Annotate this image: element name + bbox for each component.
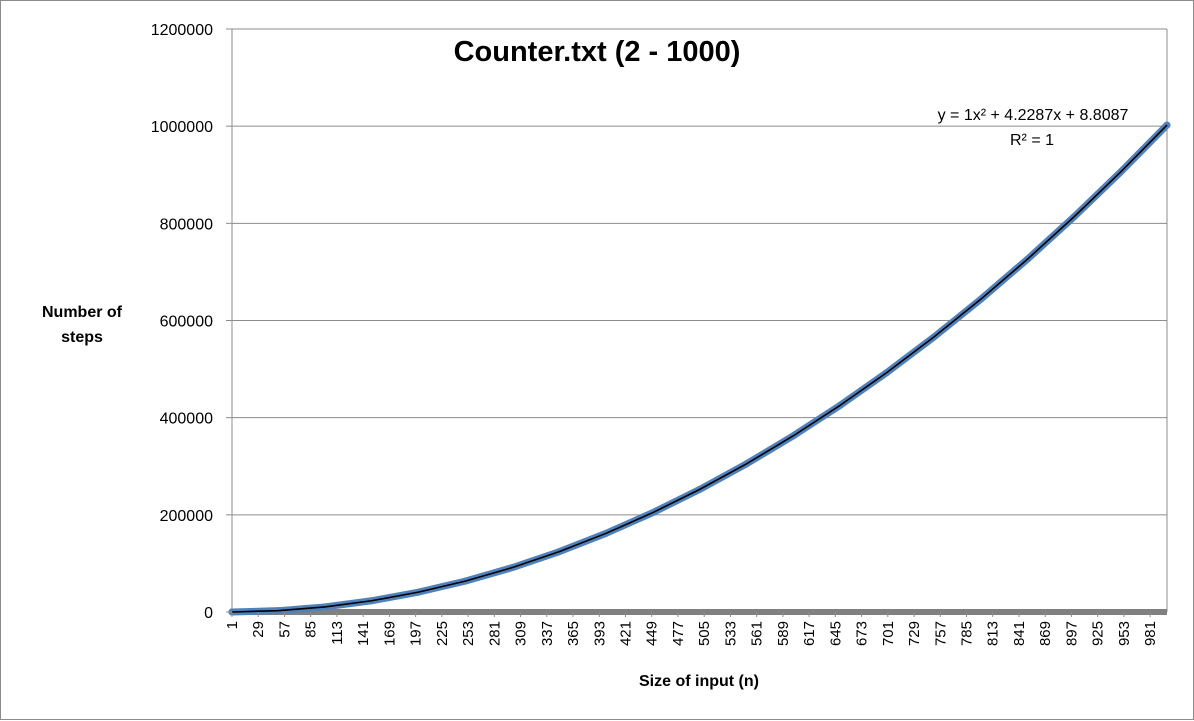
x-tick-label: 869: [1037, 621, 1054, 646]
x-tick-label: 617: [801, 621, 818, 646]
gridlines: [232, 28, 1167, 516]
y-tick-label: 200000: [160, 508, 213, 525]
y-tick-label: 1000000: [151, 119, 213, 136]
x-tick-label: 449: [644, 621, 661, 646]
x-axis-ticks: 1 29 57 85 113 141 169 197 225 253 281 309 337 365 393…: [224, 612, 1159, 646]
x-tick-label: 673: [854, 621, 871, 646]
x-tick-label: 533: [722, 621, 739, 646]
x-tick-label: 589: [775, 621, 792, 646]
y-axis-label-line-2: steps: [61, 329, 103, 346]
x-tick-label: 281: [486, 621, 503, 646]
x-tick-label: 757: [932, 621, 949, 646]
x-tick-label: 729: [906, 621, 923, 646]
x-tick-label: 225: [434, 621, 451, 646]
chart-title: Counter.txt (2 - 1000): [454, 36, 741, 68]
x-tick-label: 197: [408, 621, 425, 646]
y-tick-label: 800000: [160, 216, 213, 233]
x-tick-label: 365: [565, 621, 582, 646]
x-tick-label: 505: [696, 621, 713, 646]
x-tick-label: 785: [959, 621, 976, 646]
x-tick-label: 645: [827, 621, 844, 646]
x-tick-label: 841: [1011, 621, 1028, 646]
x-tick-label: 85: [303, 621, 320, 638]
x-tick-label: 253: [460, 621, 477, 646]
y-tick-label: 600000: [160, 314, 213, 331]
y-tick-label: 0: [204, 605, 213, 622]
x-tick-label: 981: [1142, 621, 1159, 646]
y-tick-label: 1200000: [151, 22, 213, 39]
series-group: [228, 121, 1171, 616]
x-tick-label: 141: [355, 621, 372, 646]
x-tick-label: 309: [513, 621, 530, 646]
x-tick-label: 57: [276, 621, 293, 638]
x-tick-label: 169: [381, 621, 398, 646]
x-tick-label: 925: [1090, 621, 1107, 646]
x-tick-label: 953: [1116, 621, 1133, 646]
x-tick-label: 477: [670, 621, 687, 646]
x-tick-label: 113: [329, 621, 346, 645]
x-tick-label: 29: [250, 621, 267, 638]
x-tick-label: 701: [880, 621, 897, 646]
y-axis-ticks: 0 200000 400000 600000 800000 1000000 1200000: [151, 22, 232, 622]
trendline-equation: y = 1x² + 4.2287x + 8.8087: [938, 107, 1129, 124]
x-axis-label: Size of input (n): [639, 673, 759, 690]
y-tick-label: 400000: [160, 411, 213, 428]
data-series-line: [228, 121, 1171, 616]
x-tick-label: 393: [591, 621, 608, 646]
x-tick-label: 337: [539, 621, 556, 646]
x-tick-label: 897: [1063, 621, 1080, 646]
x-tick-label: 561: [749, 621, 766, 646]
y-axis-label-line-1: Number of: [42, 304, 123, 321]
x-tick-label: 1: [224, 621, 241, 629]
trendline: [231, 124, 1168, 613]
trendline-r-squared: R² = 1: [1010, 132, 1054, 149]
x-tick-label: 813: [985, 621, 1002, 646]
x-tick-label: 421: [617, 621, 634, 646]
